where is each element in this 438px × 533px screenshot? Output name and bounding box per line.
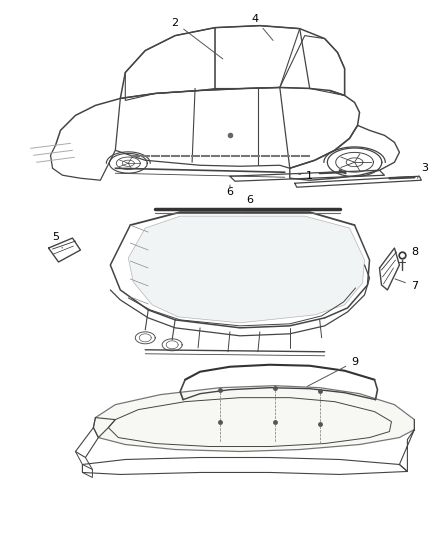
Text: 6: 6: [242, 195, 254, 210]
Text: 3: 3: [417, 163, 428, 178]
Text: 8: 8: [403, 247, 418, 258]
Text: 5: 5: [52, 232, 63, 248]
Polygon shape: [93, 386, 414, 451]
Text: 1: 1: [297, 171, 313, 181]
Text: 4: 4: [251, 14, 273, 41]
Text: 9: 9: [307, 357, 358, 386]
Text: 2: 2: [172, 18, 223, 59]
Text: 6: 6: [226, 187, 233, 197]
Text: 7: 7: [395, 279, 418, 291]
Polygon shape: [128, 216, 364, 323]
